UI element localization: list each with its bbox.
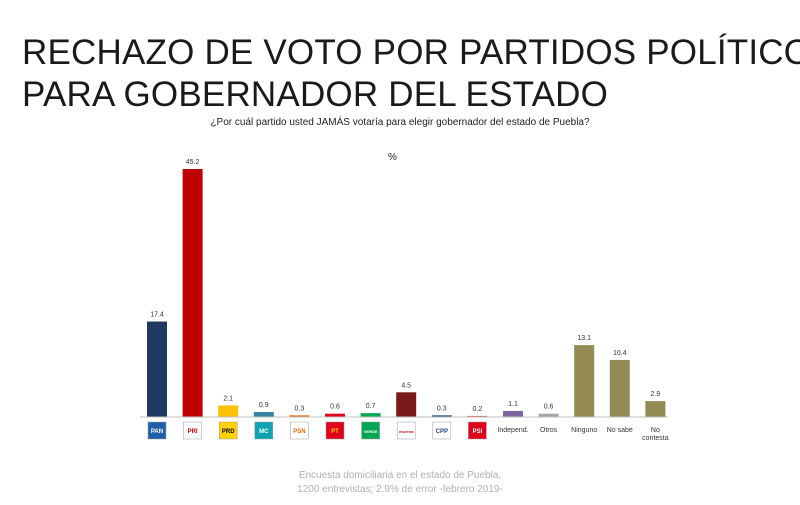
logo-prd-icon: PRD: [218, 421, 238, 440]
bar-psi: [467, 415, 488, 417]
logo-psn-icon: PSN: [290, 421, 309, 440]
bars-group: 17.4 45.2 2.1 0.9 0.3 0.6 0.7 4.5 0.3 0.2 1.1 0.6 13…: [147, 159, 666, 417]
bar-prd: [218, 405, 239, 417]
logo-psi-icon: PSI: [468, 421, 487, 440]
bar-otros: [538, 413, 559, 417]
value-label-psn: 0.3: [295, 405, 305, 412]
value-label-pri: 45.2: [186, 159, 200, 166]
source-note: Encuesta domiciliaria en el estado de Pu…: [0, 469, 800, 497]
logo-pan-icon: PAN: [147, 421, 167, 440]
bar-independ-: [503, 410, 523, 417]
bar-pt: [325, 413, 345, 417]
value-label-psi: 0.2: [473, 406, 483, 413]
svg-text:PAN: PAN: [151, 429, 163, 435]
value-label-pt: 0.6: [330, 404, 340, 411]
bar-morena: [396, 392, 417, 417]
bar-mc: [253, 412, 274, 417]
chart-title: RECHAZO DE VOTO POR PARTIDOS POLÍTICOS P…: [22, 32, 800, 116]
value-label-mc: 0.9: [259, 402, 269, 409]
source-line-1: Encuesta domiciliaria en el estado de Pu…: [298, 470, 502, 481]
value-label-no-contesta: 2.9: [651, 391, 661, 398]
value-label-compromiso-por-puebla: 0.3: [437, 405, 447, 412]
logo-mc-icon: MC: [254, 421, 274, 440]
logo-pri-icon: PRI: [183, 421, 202, 440]
category-label-no-sabe: No sabe: [607, 427, 633, 434]
svg-text:PSI: PSI: [473, 429, 483, 435]
category-label-ninguno: Ninguno: [571, 427, 597, 434]
svg-text:MC: MC: [259, 429, 269, 435]
value-label-pan: 17.4: [150, 312, 164, 319]
category-label-otros: Otros: [540, 427, 558, 434]
category-label-independ-: Independ.: [497, 427, 528, 434]
value-label-no-sabe: 10.4: [613, 350, 627, 357]
bar-pan: [147, 321, 167, 417]
party-logos-group: PAN PRI PRD MC PSN PT VERDE morena CPP PSI Indepen…: [147, 421, 669, 442]
svg-text:PT: PT: [331, 429, 339, 435]
source-line-2: 1200 entrevistas; 2.9% de error -febrero…: [297, 484, 503, 495]
svg-text:PRI: PRI: [188, 429, 198, 435]
value-label-prd: 2.1: [223, 395, 233, 402]
chart-subtitle: ¿Por cuál partido usted JAMÁS votaría pa…: [210, 117, 590, 128]
value-label-morena: 4.5: [401, 382, 411, 389]
logo-morena-icon: morena: [396, 421, 416, 440]
value-label-independ-: 1.1: [508, 401, 518, 408]
value-label-otros: 0.6: [544, 404, 554, 411]
bar-psn: [289, 415, 310, 417]
svg-text:morena: morena: [399, 429, 414, 434]
svg-text:VERDE: VERDE: [364, 429, 378, 434]
bar-compromiso-por-puebla: [431, 415, 452, 417]
bar-pri: [182, 169, 203, 417]
bar-no-sabe: [609, 359, 630, 417]
value-label-verde: 0.7: [366, 403, 376, 410]
logo-verde-icon: VERDE: [361, 421, 380, 440]
logo-pt-icon: PT: [325, 421, 345, 440]
category-label-no-contesta: No contesta: [642, 427, 669, 442]
title-line-1: RECHAZO DE VOTO POR PARTIDOS POLÍTICOS: [22, 33, 800, 72]
svg-text:CPP: CPP: [436, 429, 448, 435]
title-line-2: PARA GOBERNADOR DEL ESTADO: [22, 75, 609, 114]
svg-text:PSN: PSN: [293, 429, 305, 435]
bar-verde: [360, 413, 381, 417]
unit-label: %: [388, 152, 397, 163]
logo-compromiso-por-puebla-icon: CPP: [432, 421, 452, 440]
value-label-ninguno: 13.1: [577, 335, 591, 342]
svg-text:PRD: PRD: [222, 429, 235, 435]
bar-ninguno: [574, 345, 595, 417]
bar-no-contesta: [645, 401, 666, 417]
